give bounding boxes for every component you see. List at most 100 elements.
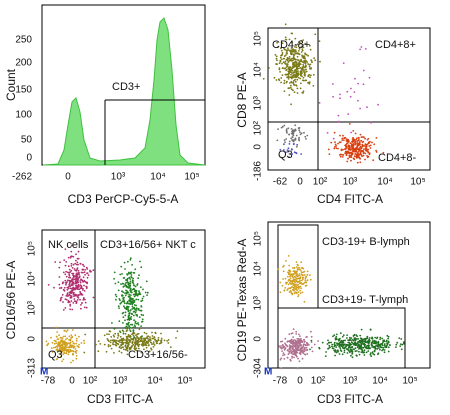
event-dot [60,297,62,299]
event-dot [308,344,310,346]
event-dot [335,346,338,348]
event-dot [59,299,62,302]
event-dot [127,314,130,317]
event-dot [121,290,123,293]
event-dot [103,334,106,337]
event-dot [369,328,372,331]
event-dot [337,350,339,353]
event-dot [341,346,344,349]
event-dot [107,345,110,348]
event-dot [334,143,337,146]
event-dot [73,268,76,270]
event-dot [135,298,138,301]
event-dot [134,348,137,351]
event-dot [282,354,284,357]
event-dot [295,266,298,268]
event-dot [385,339,388,342]
event-dot [135,334,137,336]
event-dot [298,62,301,65]
event-dot [342,148,344,151]
event-dot [290,292,293,294]
event-dot [313,57,315,60]
event-dot [281,62,283,65]
event-dot [69,308,71,311]
event-dot [291,41,293,44]
event-dot [338,353,341,355]
event-dot [136,333,139,336]
event-dot [295,333,298,335]
event-dot [364,48,367,50]
event-dot [302,278,304,280]
event-dot [304,62,307,65]
event-dot [356,161,359,164]
event-dot [295,343,298,345]
event-dot [135,307,138,310]
event-dot [290,57,293,60]
event-dot [295,76,298,79]
event-dot [147,344,150,347]
x-tick-label: 10⁵ [410,177,425,188]
event-dot [341,156,344,158]
event-dot [284,343,287,346]
event-dot [304,343,307,346]
event-dot [367,350,370,352]
event-dot [304,279,307,282]
x-tick-label: 10² [311,376,326,387]
event-dot [124,327,127,330]
event-dot [55,358,58,361]
event-dot [324,355,327,357]
event-dot [327,347,330,350]
event-dot [379,338,381,341]
event-dot [341,343,343,345]
event-dot [278,79,281,82]
event-dot [294,58,297,61]
event-dot [130,276,133,278]
event-dot [367,151,370,154]
event-dot [56,348,59,350]
y-tick-label: 10² [253,120,264,135]
event-dot [333,131,336,134]
event-dot [303,59,306,62]
x-tick-label: -262 [12,172,32,183]
event-dot [130,274,133,276]
event-dot [64,307,67,309]
event-dot [312,85,315,87]
event-dot [295,46,298,49]
event-dot [291,59,294,62]
event-dot [68,268,71,271]
event-dot [129,285,131,287]
event-dot [278,345,280,348]
event-dot [136,315,139,317]
gate-label: CD3+19- T-lymph [322,294,408,306]
event-dot [57,341,60,344]
event-dot [294,69,296,72]
event-dot [59,261,61,264]
event-dot [367,340,370,343]
event-dot [139,286,142,288]
event-dot [144,344,146,347]
event-dot [364,152,367,155]
event-dot [387,335,390,338]
event-dot [169,346,172,348]
event-dot [305,284,308,287]
event-dot [361,155,363,158]
event-dot [54,340,57,342]
event-dot [327,148,330,151]
event-dot [369,347,371,350]
event-dot [131,308,134,310]
event-dot [370,355,373,358]
event-dot [68,301,71,303]
event-dot [292,143,295,146]
event-dot [74,350,77,353]
event-dot [61,360,63,363]
event-dot [127,291,130,294]
event-dot [121,273,123,275]
event-dot [70,287,73,290]
event-dot [131,302,134,305]
event-dot [276,41,278,44]
event-dot [66,279,69,282]
event-dot [157,337,160,339]
event-dot [281,284,284,287]
event-dot [291,130,293,133]
event-dot [65,261,68,263]
